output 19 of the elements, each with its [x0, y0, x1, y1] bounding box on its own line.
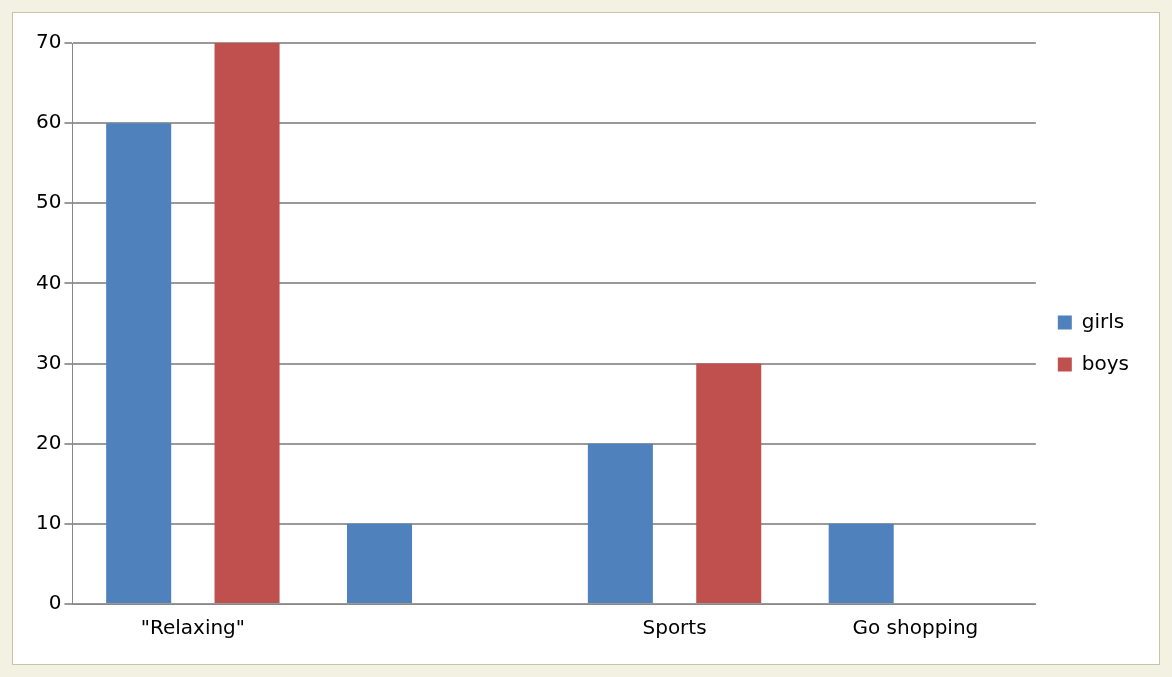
y-tick-label: 40: [36, 269, 62, 294]
y-tick-label: 30: [36, 349, 62, 374]
bar: [347, 523, 413, 603]
y-tick-label: 0: [48, 590, 62, 615]
x-tick-label: "Relaxing": [140, 615, 246, 640]
y-tick-label: 20: [36, 429, 62, 454]
x-tick-label: Go shopping: [852, 615, 979, 640]
legend-label: girls: [1081, 308, 1125, 333]
bar: [214, 43, 280, 603]
y-tick-label: 10: [36, 510, 62, 535]
bar: [828, 523, 894, 603]
y-tick-label: 50: [36, 189, 62, 214]
y-tick-label: 70: [36, 29, 62, 54]
y-tick-label: 60: [36, 109, 62, 134]
bar: [106, 123, 172, 603]
x-tick-label: Sports: [642, 615, 707, 640]
legend-label: boys: [1081, 350, 1129, 375]
bar: [696, 363, 762, 603]
bar: [587, 443, 653, 603]
